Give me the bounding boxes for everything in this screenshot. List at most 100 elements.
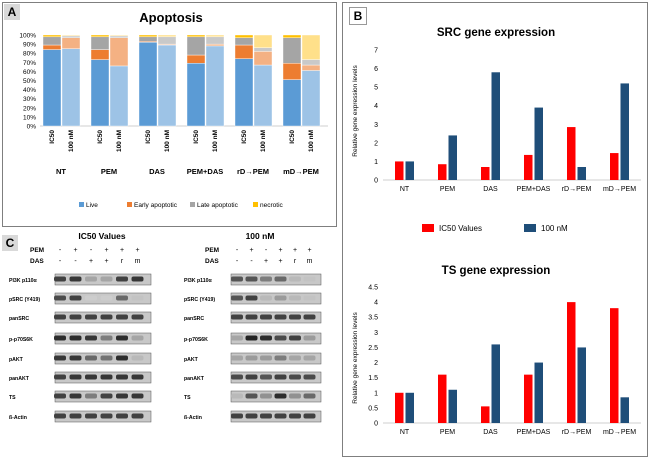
category-label: mD→PEM bbox=[603, 429, 636, 436]
protein-label: PI3K p110α bbox=[184, 278, 213, 284]
category-label: rD→PEM bbox=[562, 186, 592, 193]
data-bar bbox=[620, 397, 629, 423]
stacked-bar-segment bbox=[109, 37, 129, 67]
blot-band bbox=[85, 413, 97, 419]
blot-band bbox=[231, 413, 243, 419]
stacked-bar-segment bbox=[90, 34, 110, 38]
pem-sign: - bbox=[236, 247, 239, 254]
blot-band bbox=[231, 335, 243, 341]
data-bar bbox=[448, 389, 457, 423]
blot-band bbox=[303, 355, 316, 361]
blot-band bbox=[260, 335, 272, 341]
y-tick-label: 7 bbox=[374, 48, 378, 55]
protein-label: pAKT bbox=[184, 357, 199, 363]
y-tick-label: 0% bbox=[27, 124, 37, 131]
blot-band bbox=[303, 276, 316, 282]
blot-band bbox=[116, 355, 128, 361]
chart-title: Apoptosis bbox=[139, 10, 203, 25]
pem-sign: + bbox=[249, 247, 253, 254]
data-bar bbox=[481, 167, 490, 180]
data-bar bbox=[395, 161, 404, 180]
data-bar bbox=[610, 308, 619, 423]
stacked-bar-segment bbox=[138, 42, 158, 127]
category-label: mD→PEM bbox=[603, 186, 636, 193]
protein-label: p-p70S6K bbox=[184, 337, 208, 343]
protein-label: PI3K p110α bbox=[9, 278, 38, 284]
blot-band bbox=[100, 355, 113, 361]
y-tick-label: 4 bbox=[374, 300, 378, 307]
stacked-bar-segment bbox=[157, 36, 177, 45]
blot-band bbox=[260, 413, 272, 419]
panel-c-label: C bbox=[2, 235, 18, 251]
blot-band bbox=[100, 276, 113, 282]
stacked-bar-segment bbox=[157, 34, 177, 38]
das-sign: + bbox=[278, 258, 282, 265]
row-label-pem: PEM bbox=[30, 247, 44, 254]
blot-band bbox=[100, 295, 113, 301]
stacked-bar-segment bbox=[61, 35, 81, 38]
y-tick-label: 40% bbox=[23, 87, 36, 94]
stacked-bar-segment bbox=[42, 44, 62, 50]
group-label: PEM bbox=[101, 167, 117, 176]
stacked-bar-segment bbox=[253, 51, 273, 66]
blot-band bbox=[260, 374, 272, 380]
blot-band bbox=[85, 276, 97, 282]
blot-band bbox=[85, 335, 97, 341]
das-sign: r bbox=[294, 258, 297, 265]
category-label: DAS bbox=[483, 429, 498, 436]
y-tick-label: 1.5 bbox=[368, 375, 378, 382]
stacked-bar-segment bbox=[109, 35, 129, 38]
blot-band bbox=[260, 295, 272, 301]
stacked-bar-segment bbox=[282, 37, 302, 64]
legend-label: Live bbox=[86, 202, 98, 209]
stacked-bar-segment bbox=[205, 36, 225, 45]
stacked-bar-segment bbox=[61, 48, 81, 127]
legend-label: Late apoptotic bbox=[197, 202, 239, 209]
legend-swatch bbox=[127, 202, 132, 207]
blot-band bbox=[289, 393, 301, 399]
blot-band bbox=[69, 276, 82, 282]
blot-band bbox=[274, 335, 287, 341]
pem-sign: + bbox=[120, 247, 124, 254]
blot-band bbox=[116, 413, 128, 419]
stacked-bar-segment bbox=[234, 34, 254, 38]
category-label: NT bbox=[400, 429, 410, 436]
das-sign: - bbox=[250, 258, 253, 265]
legend-swatch bbox=[253, 202, 258, 207]
stacked-bar-segment bbox=[157, 44, 177, 127]
blot-band bbox=[131, 355, 144, 361]
blot-band bbox=[54, 374, 66, 380]
data-bar bbox=[395, 392, 404, 423]
blot-band bbox=[131, 314, 144, 320]
data-bar bbox=[567, 302, 576, 423]
bar-label: 100 nM bbox=[68, 130, 75, 152]
protein-label: panAKT bbox=[9, 376, 30, 382]
group-label: rD→PEM bbox=[237, 167, 269, 176]
blot-band bbox=[245, 393, 258, 399]
blot-band bbox=[131, 335, 144, 341]
y-tick-label: 2 bbox=[374, 360, 378, 367]
blot-band bbox=[303, 393, 316, 399]
blot-band bbox=[274, 295, 287, 301]
stacked-bar-segment bbox=[42, 49, 62, 127]
stacked-bar-segment bbox=[301, 64, 321, 71]
blot-band bbox=[245, 413, 258, 419]
bar-label: IC50 bbox=[49, 130, 56, 144]
blot-band bbox=[303, 295, 316, 301]
blot-band bbox=[85, 374, 97, 380]
blot-band bbox=[274, 276, 287, 282]
protein-label: panSRC bbox=[9, 316, 29, 322]
das-sign: - bbox=[59, 258, 62, 265]
group-label: mD→PEM bbox=[283, 167, 319, 176]
category-label: PEM+DAS bbox=[517, 429, 551, 436]
group-label: PEM+DAS bbox=[187, 167, 223, 176]
pem-sign: + bbox=[104, 247, 108, 254]
data-bar bbox=[577, 347, 586, 423]
blot-band bbox=[131, 374, 144, 380]
blot-band bbox=[100, 314, 113, 320]
panel-b-label: B bbox=[349, 7, 367, 25]
bar-label: 100 nM bbox=[116, 130, 123, 152]
blot-band bbox=[260, 276, 272, 282]
y-tick-label: 2 bbox=[374, 140, 378, 147]
blot-band bbox=[85, 314, 97, 320]
